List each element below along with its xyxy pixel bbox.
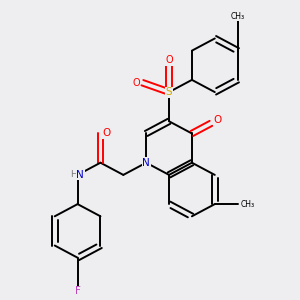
Text: F: F <box>75 286 80 296</box>
Text: N: N <box>76 170 84 180</box>
Text: O: O <box>165 55 173 65</box>
Text: CH₃: CH₃ <box>231 12 245 21</box>
Text: CH₃: CH₃ <box>240 200 254 208</box>
Text: S: S <box>166 87 172 97</box>
Text: O: O <box>132 78 140 88</box>
Text: N: N <box>142 158 150 168</box>
Text: H: H <box>70 170 76 179</box>
Text: O: O <box>213 115 221 125</box>
Text: O: O <box>102 128 110 139</box>
